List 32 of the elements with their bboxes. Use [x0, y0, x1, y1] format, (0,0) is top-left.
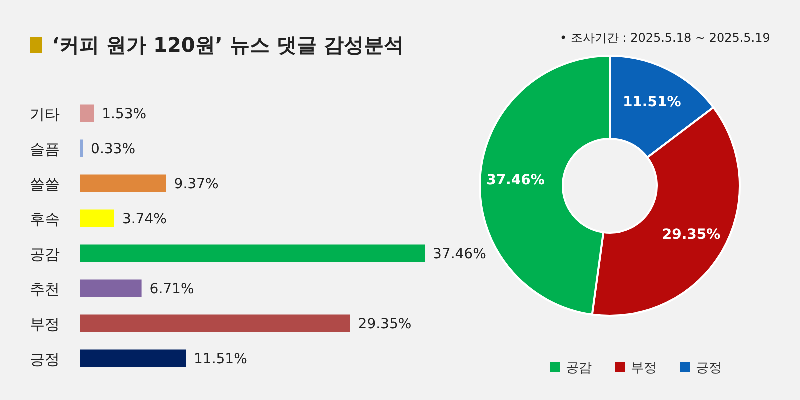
- bar: [80, 350, 186, 368]
- data-label: 29.35%: [358, 316, 412, 332]
- bar: [80, 244, 425, 262]
- data-label: 37.46%: [486, 172, 545, 189]
- bar: [80, 174, 166, 192]
- bar: [80, 280, 142, 298]
- data-label: 1.53%: [102, 106, 147, 122]
- legend-label: 공감: [566, 361, 592, 376]
- data-label: 0.33%: [91, 142, 136, 158]
- y-tick-label: 긍정: [30, 350, 60, 368]
- data-label: 11.51%: [194, 352, 248, 368]
- legend-label: 부정: [631, 361, 657, 376]
- data-label: 11.51%: [622, 94, 682, 110]
- y-tick-label: 슬픔: [30, 140, 60, 158]
- data-label: 3.74%: [122, 212, 167, 228]
- legend-label: 긍정: [696, 361, 722, 376]
- data-label: 6.71%: [150, 282, 194, 298]
- chart-title: ‘커피 원가 120원’ 뉴스 댓글 감성분석: [52, 33, 404, 57]
- bar: [80, 210, 114, 228]
- bar: [80, 104, 94, 122]
- y-tick-label: 쓸쓸: [30, 176, 60, 194]
- text: • 조사기간 : 2025.5.18 ~ 2025.5.19: [560, 31, 770, 45]
- bar: [80, 314, 350, 332]
- bar: [80, 140, 84, 158]
- y-tick-label: 부정: [30, 316, 60, 334]
- y-tick-label: 공감: [30, 246, 60, 264]
- data-label: 37.46%: [433, 246, 486, 262]
- y-tick-label: 후속: [30, 210, 60, 228]
- data-label: 29.35%: [662, 226, 721, 243]
- data-label: 9.37%: [174, 176, 219, 192]
- y-tick-label: 추천: [30, 280, 60, 298]
- y-tick-label: 기타: [30, 106, 60, 124]
